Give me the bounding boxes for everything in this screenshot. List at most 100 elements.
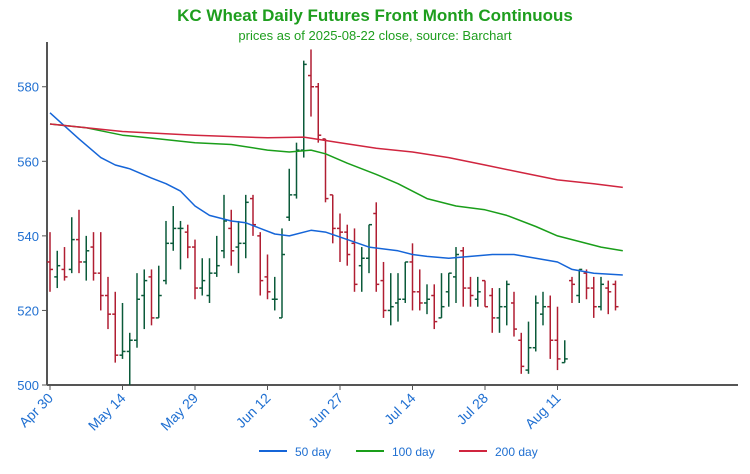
ohlc-bar [61, 247, 68, 281]
ohlc-bar [583, 269, 590, 300]
ohlc-bar [511, 291, 517, 337]
ohlc-bar [366, 223, 372, 274]
y-axis: 500 520 540 560 580 [17, 42, 48, 393]
ohlc-bar [445, 272, 452, 307]
ma50-line [49, 112, 623, 276]
ma200-line [49, 123, 623, 189]
ohlc-bar [90, 232, 97, 281]
ohlc-bar [112, 291, 119, 363]
ohlc-bar [554, 306, 561, 371]
ohlc-bar [47, 232, 53, 292]
ohlc-bar [322, 138, 329, 203]
ohlc-bar [250, 194, 256, 236]
x-tick-label: Jun 12 [233, 390, 274, 431]
ohlc-bar [387, 273, 394, 326]
ohlc-bar [83, 235, 90, 281]
ohlc-bar [279, 228, 285, 319]
ohlc-bar [344, 224, 351, 266]
ohlc-bar [271, 276, 278, 311]
ohlc-bar [134, 273, 140, 348]
ohlc-bar [547, 295, 554, 359]
ohlc-bar [54, 250, 61, 289]
x-tick-label: Jul 14 [381, 390, 419, 428]
x-axis: Apr 30 May 14 May 29 Jun 12 Jun 27 Jul 14 Jul … [16, 384, 738, 434]
ohlc-bar [235, 220, 242, 274]
ohlc-bar [286, 168, 293, 221]
ohlc-bar [605, 280, 612, 315]
ohlc-bar [221, 194, 227, 259]
y-tick-label: 520 [17, 303, 39, 318]
ohlc-bar [192, 239, 198, 300]
ohlc-bar [438, 273, 445, 319]
x-tick-label: Jul 28 [453, 390, 491, 428]
ma100-line [49, 123, 623, 252]
ohlc-bar [141, 269, 148, 330]
ohlc-bar [228, 209, 235, 266]
ohlc-bar [395, 273, 401, 322]
ohlc-bar [315, 83, 322, 143]
ohlc-bar [598, 276, 604, 311]
ohlc-bar [474, 276, 481, 307]
ohlc-bar [358, 247, 365, 292]
ohlc-bar [576, 268, 583, 303]
ohlc-bar [482, 279, 488, 308]
ohlc-bar [76, 209, 82, 274]
ohlc-bar [68, 217, 75, 274]
ohlc-bar [503, 280, 510, 326]
ohlc-bar [206, 258, 213, 303]
chart-title: KC Wheat Daily Futures Front Month Conti… [177, 6, 573, 25]
ohlc-bar [264, 254, 271, 300]
ohlc-bar [416, 269, 423, 311]
ohlc-bar [184, 224, 191, 259]
ohlc-bar [402, 261, 409, 303]
y-tick-label: 560 [17, 154, 39, 169]
ohlc-bar [105, 276, 111, 330]
ohlc-bar [97, 232, 104, 311]
ohlc-bar [424, 284, 430, 315]
legend: 50 day 100 day 200 day [259, 445, 538, 459]
ohlc-bar [155, 265, 162, 319]
ohlc-bar [453, 247, 459, 303]
x-tick-label: Jun 27 [305, 390, 346, 431]
legend-label: 200 day [495, 445, 538, 459]
ohlc-bar [300, 60, 307, 158]
ohlc-bars [47, 49, 619, 385]
ohlc-bar [518, 332, 525, 374]
x-tick-label: Apr 30 [16, 390, 57, 431]
ohlc-bar [532, 295, 539, 352]
ohlc-bar [170, 206, 177, 251]
ohlc-bar [177, 220, 184, 270]
ohlc-bar [163, 220, 169, 285]
ohlc-bar [126, 332, 133, 385]
chart-subtitle: prices as of 2025-08-22 close, source: B… [238, 28, 512, 43]
ohlc-bar [199, 258, 206, 296]
ohlc-bar [540, 291, 546, 326]
ohlc-bar [351, 228, 358, 292]
y-tick-label: 580 [17, 80, 39, 95]
x-tick-label: Aug 11 [522, 390, 564, 432]
ohlc-bar [148, 269, 155, 326]
y-tick-label: 500 [17, 378, 39, 393]
legend-label: 100 day [392, 445, 435, 459]
x-tick-label: May 29 [157, 390, 201, 434]
ohlc-bar [119, 302, 126, 359]
ohlc-bar [380, 261, 387, 318]
ohlc-bar [308, 49, 314, 117]
ohlc-bar [373, 202, 380, 292]
moving-average-lines [49, 112, 623, 276]
ohlc-bar [467, 276, 474, 307]
ohlc-bar [525, 321, 532, 374]
ohlc-bar [590, 276, 597, 318]
ohlc-bar [460, 247, 467, 307]
ohlc-bar [257, 232, 264, 296]
legend-label: 50 day [295, 445, 331, 459]
ohlc-bar [612, 280, 619, 311]
ohlc-bar [569, 276, 575, 303]
y-tick-label: 540 [17, 229, 39, 244]
ohlc-bar [431, 284, 438, 330]
ohlc-bar [561, 340, 568, 364]
ohlc-bar [496, 288, 503, 333]
ohlc-bar [242, 194, 249, 259]
ohlc-bar [213, 235, 220, 277]
